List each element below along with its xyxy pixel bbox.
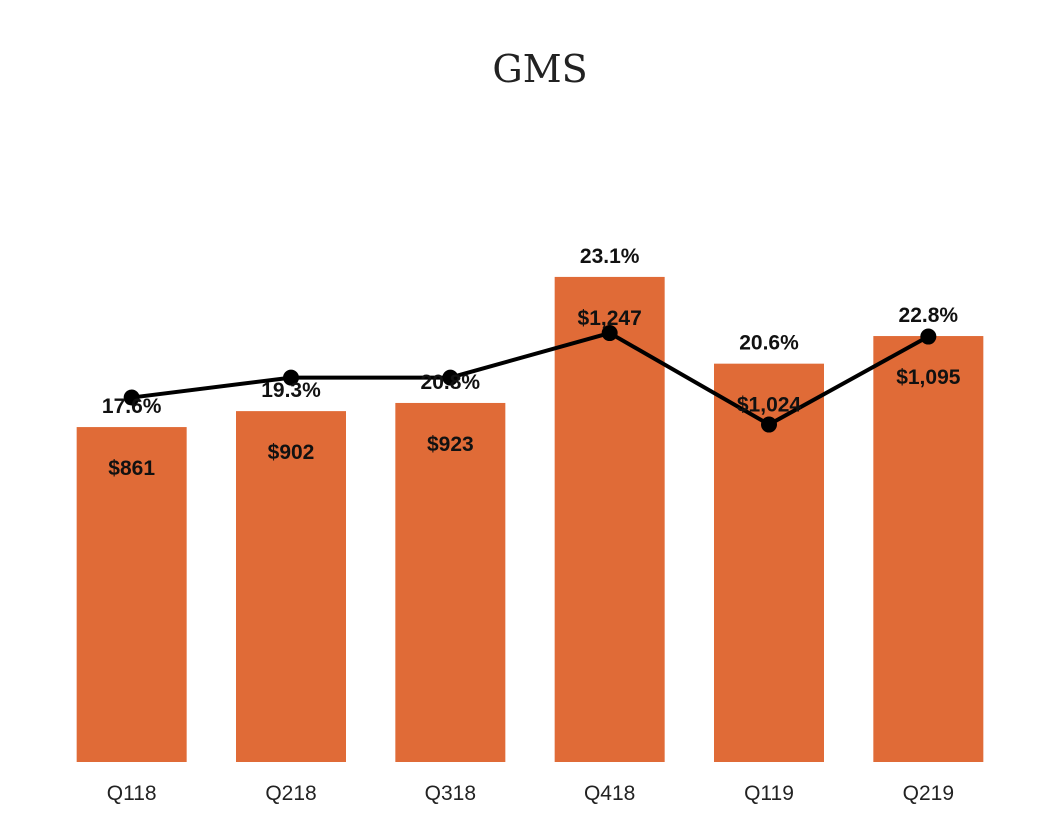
line-point-Q218 <box>283 369 299 386</box>
chart-title: GMS <box>492 47 587 91</box>
x-tick-label: Q219 <box>903 782 954 805</box>
line-point-Q418 <box>601 325 618 342</box>
x-tick-label: Q118 <box>107 782 157 805</box>
bar-value-label: $1,247 <box>578 307 642 330</box>
percent-label: 22.8% <box>899 304 959 327</box>
percent-label: 19.3% <box>261 379 321 402</box>
bar-Q118 <box>76 427 187 762</box>
percent-label: 20.6% <box>739 332 799 355</box>
bar-value-label: $902 <box>268 441 315 464</box>
line-point-Q219 <box>920 328 937 345</box>
percent-line <box>131 330 930 427</box>
percent-label: 17.6% <box>102 395 162 418</box>
bar-value-label: $923 <box>427 433 474 456</box>
bar-value-label: $861 <box>108 457 155 480</box>
bars-layer <box>76 276 984 762</box>
bar-Q218 <box>236 411 346 762</box>
x-tick-label: Q119 <box>744 782 794 805</box>
percent-label: 23.1% <box>580 245 640 268</box>
x-axis-ticks: Q118 Q218 Q318 Q418 Q119 Q219 <box>107 782 954 805</box>
bar-Q318 <box>395 402 506 762</box>
bar-value-label: $1,024 <box>737 394 802 417</box>
x-tick-label: Q418 <box>584 782 635 805</box>
line-point-Q118 <box>123 389 140 406</box>
line-point-Q119 <box>761 416 777 433</box>
percent-label: 20.8% <box>421 371 481 394</box>
bar-Q219 <box>873 336 984 762</box>
bar-Q418 <box>554 276 665 762</box>
x-tick-label: Q318 <box>425 782 476 805</box>
x-tick-label: Q218 <box>265 782 316 805</box>
line-layer <box>123 325 937 433</box>
bar-value-label: $1,095 <box>896 366 961 389</box>
line-point-Q318 <box>442 369 459 386</box>
labels-layer: $861 17.6% $902 19.3% $923 20.8% $1,247 23.1% $1… <box>102 245 961 480</box>
